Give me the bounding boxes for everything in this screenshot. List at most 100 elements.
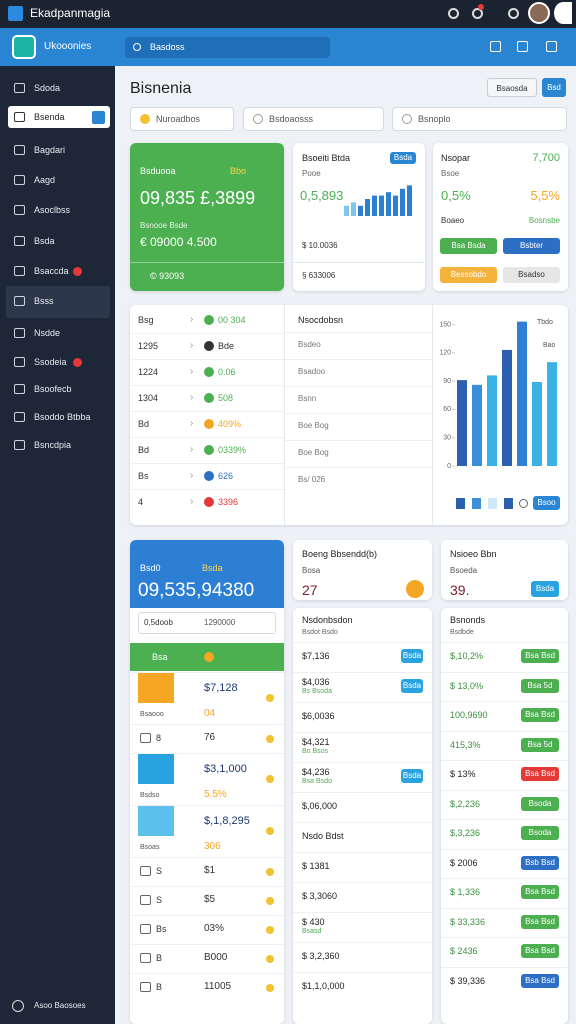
row-label: Bsg — [138, 315, 154, 325]
search-text: Basdoss — [150, 42, 185, 52]
row-divider — [285, 467, 432, 468]
list-item: Boe Bog — [298, 421, 329, 430]
card-button[interactable]: Bsda — [531, 581, 559, 597]
bar — [487, 375, 497, 466]
filter[interactable] — [392, 107, 567, 131]
row-button[interactable]: Bsa Bsd — [521, 973, 559, 988]
row-icon — [140, 924, 151, 934]
row-button[interactable]: Bsoda — [521, 826, 559, 840]
card — [441, 608, 568, 1024]
row-text: $ 13,0% — [450, 680, 484, 691]
row-divider — [293, 762, 432, 763]
filter-text: Nuroadbos — [156, 114, 201, 124]
row-button[interactable]: Bsda — [401, 679, 423, 693]
list-heading: Nsdo Bdst — [302, 831, 344, 841]
sidebar-check — [92, 111, 105, 124]
row-text: $4,321 — [302, 737, 330, 747]
list-title: Nsdonbsdon — [302, 615, 353, 625]
row-divider — [130, 724, 284, 725]
chart-button[interactable]: Bsoo — [533, 496, 560, 510]
sidebar-icon — [14, 440, 25, 450]
legend-swatch — [504, 498, 513, 509]
row-value: 11005 — [204, 981, 232, 992]
legend-swatch — [472, 498, 481, 509]
bar — [457, 380, 467, 466]
row-value: 306 — [204, 841, 221, 852]
row-divider — [293, 972, 432, 973]
search-box[interactable] — [125, 37, 330, 58]
row-button[interactable]: Bsda — [401, 649, 423, 663]
row-divider — [285, 359, 432, 360]
card-row-label: Boaeo — [441, 216, 465, 225]
chart-label: Tbdo — [537, 319, 553, 326]
row-button[interactable]: Bsa Bsd — [521, 767, 559, 781]
row-value: 508 — [218, 393, 234, 403]
sidebar-item: Bsss — [34, 296, 54, 306]
row-divider — [285, 413, 432, 414]
row-marker — [266, 734, 274, 743]
card-button[interactable]: Bsadso — [503, 267, 560, 283]
card-button[interactable]: Bessobdo — [440, 267, 497, 283]
card-value: 09,835 £,3899 — [140, 188, 256, 208]
row-button[interactable]: Bsoda — [521, 796, 559, 811]
card-button[interactable]: Bsda — [390, 152, 416, 164]
bar-chart: 0 30 60 90 120 150 Tbdo Bao — [439, 319, 557, 470]
row-divider — [130, 973, 284, 974]
card-button[interactable]: Bsbter — [503, 238, 560, 254]
row-marker — [266, 954, 274, 963]
top-icon[interactable] — [448, 8, 459, 19]
row-chevron: › — [190, 496, 194, 507]
legend-swatch — [488, 498, 497, 509]
filter[interactable] — [243, 107, 384, 131]
avatar[interactable] — [528, 2, 550, 24]
sidebar-highlight[interactable] — [6, 286, 110, 318]
row-title: $,1,8,295 — [204, 815, 250, 827]
sidebar-item: Bsoddo Btbba — [34, 412, 91, 422]
row-divider — [441, 907, 568, 909]
row-button[interactable]: Bsda — [401, 769, 423, 783]
row-sub: Bsa Bsdo — [302, 778, 332, 785]
row-button[interactable]: Bsa 5d — [521, 678, 559, 693]
card-label: Bsoeda — [450, 566, 478, 575]
row-divider — [130, 463, 284, 464]
row-divider — [293, 702, 432, 703]
row-divider — [130, 437, 284, 438]
row-text: $,10,2% — [450, 651, 484, 661]
card-sub: Bsnooe Bsde — [140, 221, 188, 230]
header-icon[interactable] — [517, 41, 528, 52]
row-button[interactable]: Bsa Bsd — [521, 944, 559, 958]
row-divider — [293, 912, 432, 913]
card — [293, 608, 432, 1024]
row-text: $ 2436 — [450, 946, 478, 956]
row-divider — [293, 732, 432, 733]
header-icon[interactable] — [490, 41, 501, 52]
sidebar-footer-icon — [12, 1000, 24, 1012]
page-button[interactable]: Bsd — [542, 78, 566, 97]
row-button[interactable]: Bsa Bsd — [521, 914, 559, 929]
row-button[interactable]: Bsb Bsd — [521, 855, 559, 870]
filter[interactable] — [130, 107, 234, 131]
balance-input[interactable] — [138, 612, 276, 634]
card-button[interactable]: Bsa Bsda — [440, 238, 497, 254]
header-icon[interactable] — [546, 41, 557, 52]
row-label: Bd — [138, 445, 150, 455]
top-icon[interactable] — [508, 8, 519, 19]
row-text: $,06,000 — [302, 801, 338, 811]
row-divider — [285, 332, 432, 333]
card — [433, 143, 568, 291]
row-text: $,3,236 — [450, 828, 481, 838]
row-button[interactable]: Bsa 5d — [521, 737, 559, 752]
top-icon[interactable] — [472, 8, 483, 19]
row-button[interactable]: Bsa Bsd — [521, 649, 559, 663]
page-button[interactable]: Bsaosda — [487, 78, 537, 97]
row-text: $4,036 — [302, 677, 330, 687]
row-chevron: › — [190, 340, 194, 351]
row-divider — [130, 359, 284, 360]
sidebar-item: Bsenda — [34, 112, 65, 122]
row-button[interactable]: Bsa Bsd — [521, 708, 559, 722]
panel-divider — [284, 305, 285, 525]
row-chevron: › — [190, 392, 194, 403]
row-divider — [130, 672, 284, 673]
sidebar-selected[interactable] — [8, 106, 110, 128]
row-button[interactable]: Bsa Bsd — [521, 885, 559, 899]
